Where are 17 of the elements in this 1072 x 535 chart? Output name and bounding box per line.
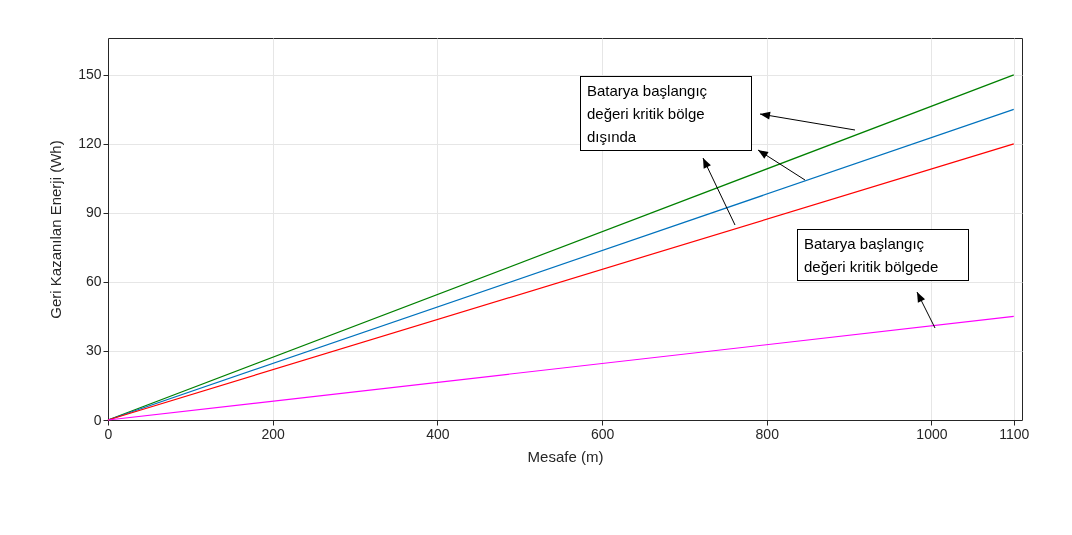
x-tick-label: 400 <box>426 425 450 442</box>
x-tick-label: 1000 <box>916 425 948 442</box>
y-tick-label: 120 <box>78 135 102 152</box>
y-tick-label: 90 <box>85 204 102 221</box>
x-tick-label: 600 <box>590 425 615 442</box>
x-tick-label: 0 <box>104 425 113 442</box>
y-tick-label: 0 <box>93 411 102 428</box>
y-tick-label: 150 <box>78 66 102 83</box>
y-axis-title: Geri Kazanılan Enerji (Wh) <box>47 140 65 319</box>
y-tick-label: 60 <box>85 273 102 290</box>
text-box: Batarya başlangıç değeri kritik bölge dışında <box>580 76 752 151</box>
text-box: Batarya başlangıç değeri kritik bölgede <box>797 229 969 281</box>
x-axis-title: Mesafe (m) <box>527 447 604 465</box>
x-tick-label: 200 <box>261 425 286 442</box>
x-tick-label: 1100 <box>999 425 1030 442</box>
x-tick-label: 800 <box>755 425 780 442</box>
y-tick-label: 30 <box>85 342 102 359</box>
